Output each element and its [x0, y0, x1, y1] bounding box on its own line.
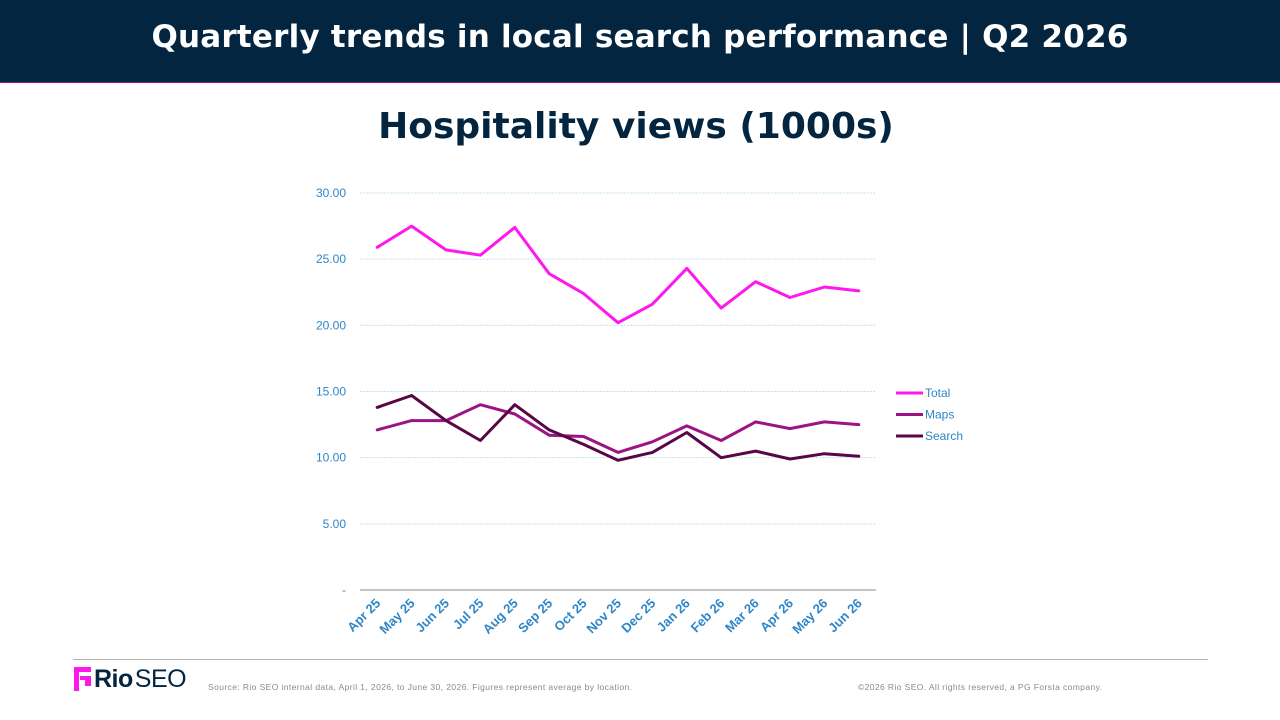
y-tick-label: 5.00 [323, 517, 347, 531]
y-tick-label: 15.00 [316, 385, 346, 399]
x-tick-label: Feb 26 [688, 596, 728, 636]
x-tick-label: Jun 26 [825, 596, 865, 636]
x-tick-label: Jun 25 [412, 596, 452, 636]
source-note: Source: Rio SEO internal data, April 1, … [208, 682, 633, 692]
series-line-maps [375, 403, 861, 454]
copyright-note: ©2026 Rio SEO. All rights reserved, a PG… [858, 682, 1103, 692]
y-tick-label: 20.00 [316, 318, 346, 332]
x-tick-label: Aug 25 [480, 596, 521, 637]
chart-title: Hospitality views (1000s) [378, 106, 894, 147]
series-line-total [375, 224, 861, 325]
legend-label: Maps [925, 408, 954, 422]
x-tick-label: Mar 26 [722, 596, 762, 636]
y-tick-label: 30.00 [316, 186, 346, 200]
x-tick-label: Apr 26 [757, 596, 796, 635]
x-tick-label: Sep 25 [515, 596, 555, 636]
logo-seo-text: SEO [134, 664, 187, 693]
logo-rio-text: Rio [94, 664, 133, 693]
series-line-search [375, 394, 861, 462]
y-tick-label: 10.00 [316, 451, 346, 465]
footer-divider [73, 659, 1208, 660]
rio-seo-logo: Rio SEO [74, 664, 187, 694]
x-tick-label: May 25 [376, 596, 417, 637]
legend-label: Search [925, 429, 963, 443]
x-tick-label: Apr 25 [344, 596, 383, 635]
x-tick-label: Jan 26 [654, 596, 693, 635]
x-tick-label: Dec 25 [618, 596, 658, 636]
header-title: Quarterly trends in local search perform… [151, 19, 1129, 55]
y-tick-label: 25.00 [316, 252, 346, 266]
x-tick-label: Oct 25 [551, 596, 590, 635]
x-tick-label: Nov 25 [583, 596, 624, 637]
x-tick-label: May 26 [789, 596, 830, 637]
legend-label: Total [925, 386, 950, 400]
y-tick-label: - [342, 583, 346, 597]
rio-logo-mark-icon [74, 667, 91, 691]
header-bar: Quarterly trends in local search perform… [0, 0, 1280, 83]
